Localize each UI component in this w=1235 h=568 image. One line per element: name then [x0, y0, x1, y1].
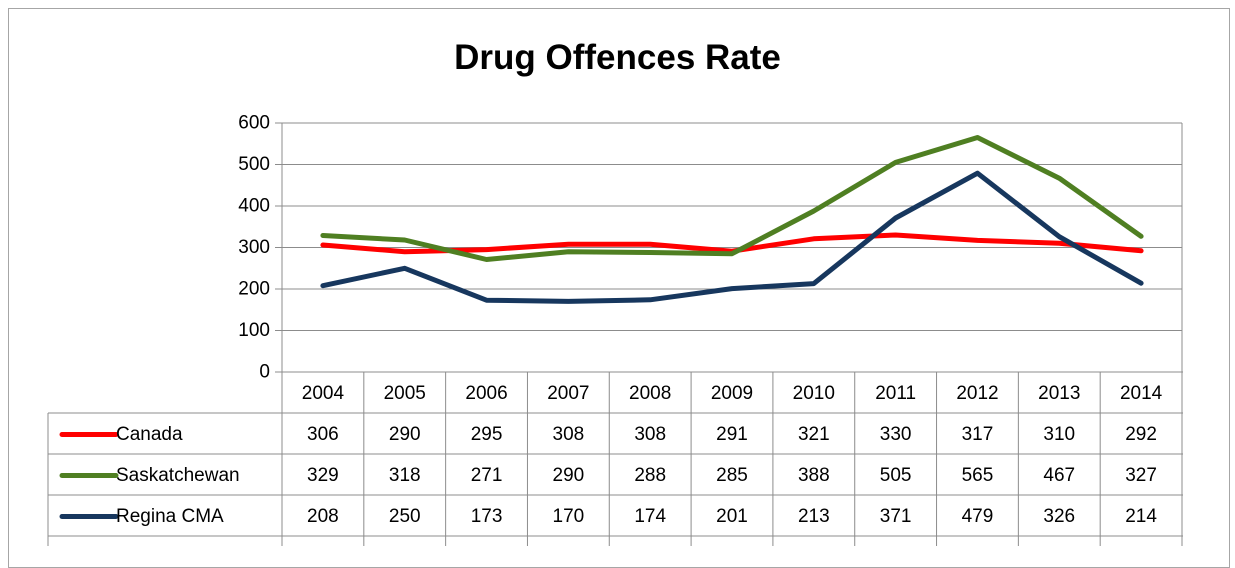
data-label-2-10: 214: [1125, 506, 1157, 527]
data-label-2-3: 170: [553, 506, 585, 527]
data-label-2-7: 371: [880, 506, 912, 527]
data-label-1-0: 329: [307, 465, 339, 486]
data-label-0-4: 308: [634, 424, 666, 445]
x-tick-label-2005: 2005: [384, 383, 426, 404]
data-label-0-9: 310: [1043, 424, 1075, 445]
data-label-2-0: 208: [307, 506, 339, 527]
y-tick-label-200: 200: [238, 279, 270, 300]
x-tick-label-2008: 2008: [629, 383, 671, 404]
data-label-1-2: 271: [471, 465, 503, 486]
data-label-0-2: 295: [471, 424, 503, 445]
x-tick-label-2007: 2007: [547, 383, 589, 404]
legend-label-1: Saskatchewan: [116, 465, 240, 486]
data-label-0-7: 330: [880, 424, 912, 445]
x-tick-label-2009: 2009: [711, 383, 753, 404]
gridlines: [282, 122, 1182, 373]
data-table: 2004 2005 2006 2007 2008 2009 2010 2011 2012 2013…: [47, 371, 1183, 546]
y-tick-label-500: 500: [238, 154, 270, 175]
y-tick-label-100: 100: [238, 320, 270, 341]
x-tick-label-2004: 2004: [302, 383, 345, 404]
data-label-0-6: 321: [798, 424, 830, 445]
data-label-0-3: 308: [553, 424, 585, 445]
legend-label-0: Canada: [116, 424, 183, 445]
data-label-2-5: 201: [716, 506, 748, 527]
data-label-1-5: 285: [716, 465, 748, 486]
data-label-0-10: 292: [1125, 424, 1157, 445]
data-label-1-6: 388: [798, 465, 830, 486]
y-tick-label-600: 600: [238, 113, 270, 134]
x-tick-label-2014: 2014: [1120, 383, 1163, 404]
x-tick-label-2006: 2006: [465, 383, 507, 404]
data-label-1-10: 327: [1125, 465, 1157, 486]
y-tick-label-400: 400: [238, 196, 270, 217]
data-label-1-1: 318: [389, 465, 421, 486]
data-label-2-8: 479: [962, 506, 994, 527]
chart-title: Drug Offences Rate: [454, 38, 781, 77]
data-label-2-2: 173: [471, 506, 503, 527]
data-label-2-6: 213: [798, 506, 830, 527]
data-label-2-4: 174: [634, 506, 666, 527]
series-lines: [320, 135, 1144, 304]
data-label-0-8: 317: [962, 424, 994, 445]
data-label-0-0: 306: [307, 424, 339, 445]
data-label-1-3: 290: [553, 465, 585, 486]
data-label-1-7: 505: [880, 465, 912, 486]
data-label-1-8: 565: [962, 465, 994, 486]
data-label-2-9: 326: [1043, 506, 1075, 527]
y-tick-label-300: 300: [238, 237, 270, 258]
series-line-2: [320, 170, 1144, 304]
data-label-1-9: 467: [1043, 465, 1075, 486]
y-axis: 0 100 200 300 400 500 600: [238, 113, 1183, 383]
x-tick-label-2012: 2012: [956, 383, 998, 404]
line-chart: 0 100 200 300 400 500 600 2004 2005 2006 2007 2008…: [47, 113, 1183, 546]
y-tick-label-0: 0: [259, 362, 270, 383]
legend-label-2: Regina CMA: [116, 506, 224, 527]
data-label-2-1: 250: [389, 506, 421, 527]
data-label-0-5: 291: [716, 424, 748, 445]
x-tick-label-2013: 2013: [1038, 383, 1080, 404]
x-tick-label-2010: 2010: [793, 383, 835, 404]
x-tick-label-2011: 2011: [875, 383, 916, 404]
data-label-1-4: 288: [634, 465, 666, 486]
data-label-0-1: 290: [389, 424, 421, 445]
series-line-1: [320, 135, 1144, 262]
